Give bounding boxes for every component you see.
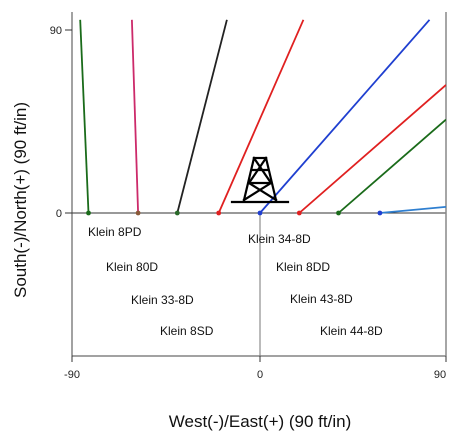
well-start-point-6 (296, 210, 302, 216)
well-label-klein-80d: Klein 80D (106, 260, 158, 274)
x-tick-label-minus-90: -90 (64, 369, 80, 381)
well-start-point-8 (377, 210, 383, 216)
well-path-1 (79, 19, 90, 214)
well-start-point-2 (135, 210, 141, 216)
well-path-7 (337, 118, 446, 214)
well-label-klein-8sd: Klein 8SD (160, 324, 214, 338)
well-start-point-5 (257, 210, 263, 216)
well-start-point-4 (216, 210, 222, 216)
x-tick-label-90: 90 (434, 369, 446, 381)
well-label-klein-44-8d: Klein 44-8D (320, 324, 383, 338)
x-tick-label-0: 0 (257, 369, 263, 381)
well-path-3 (176, 19, 228, 214)
well-path-2 (131, 19, 139, 214)
well-path-4 (217, 19, 305, 214)
well-label-klein-34-8d: Klein 34-8D (248, 232, 311, 246)
drilling-rig-icon (230, 156, 290, 204)
well-path-8 (379, 206, 446, 214)
well-start-point-1 (86, 210, 91, 216)
well-start-point-3 (174, 210, 180, 216)
y-tick-label-90: 90 (50, 25, 62, 37)
well-path-5 (259, 19, 431, 214)
well-start-point-7 (336, 210, 341, 216)
y-axis-title: South(-)/North(+) (90 ft/in) (11, 102, 30, 298)
well-label-klein-8dd: Klein 8DD (276, 260, 330, 274)
well-path-6 (298, 84, 446, 214)
series-layer (79, 19, 446, 216)
y-tick-label-0: 0 (56, 208, 62, 220)
well-label-klein-43-8d: Klein 43-8D (290, 292, 353, 306)
well-label-klein-33-8d: Klein 33-8D (131, 293, 194, 307)
x-axis-title: West(-)/East(+) (90 ft/in) (169, 412, 351, 431)
well-label-klein-8pd: Klein 8PD (88, 225, 142, 239)
